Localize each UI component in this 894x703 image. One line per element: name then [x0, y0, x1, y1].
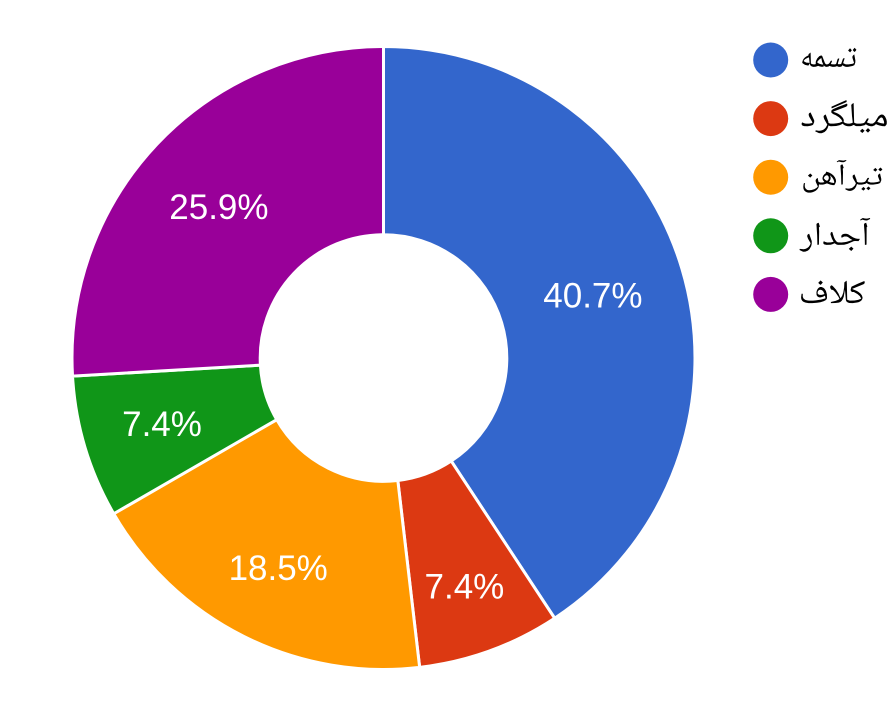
svg-text:18.5%: 18.5%: [229, 549, 328, 588]
svg-text:7.4%: 7.4%: [425, 567, 505, 606]
svg-text:40.7%: 40.7%: [543, 276, 642, 315]
svg-text:25.9%: 25.9%: [169, 188, 268, 227]
svg-text:7.4%: 7.4%: [122, 405, 202, 444]
